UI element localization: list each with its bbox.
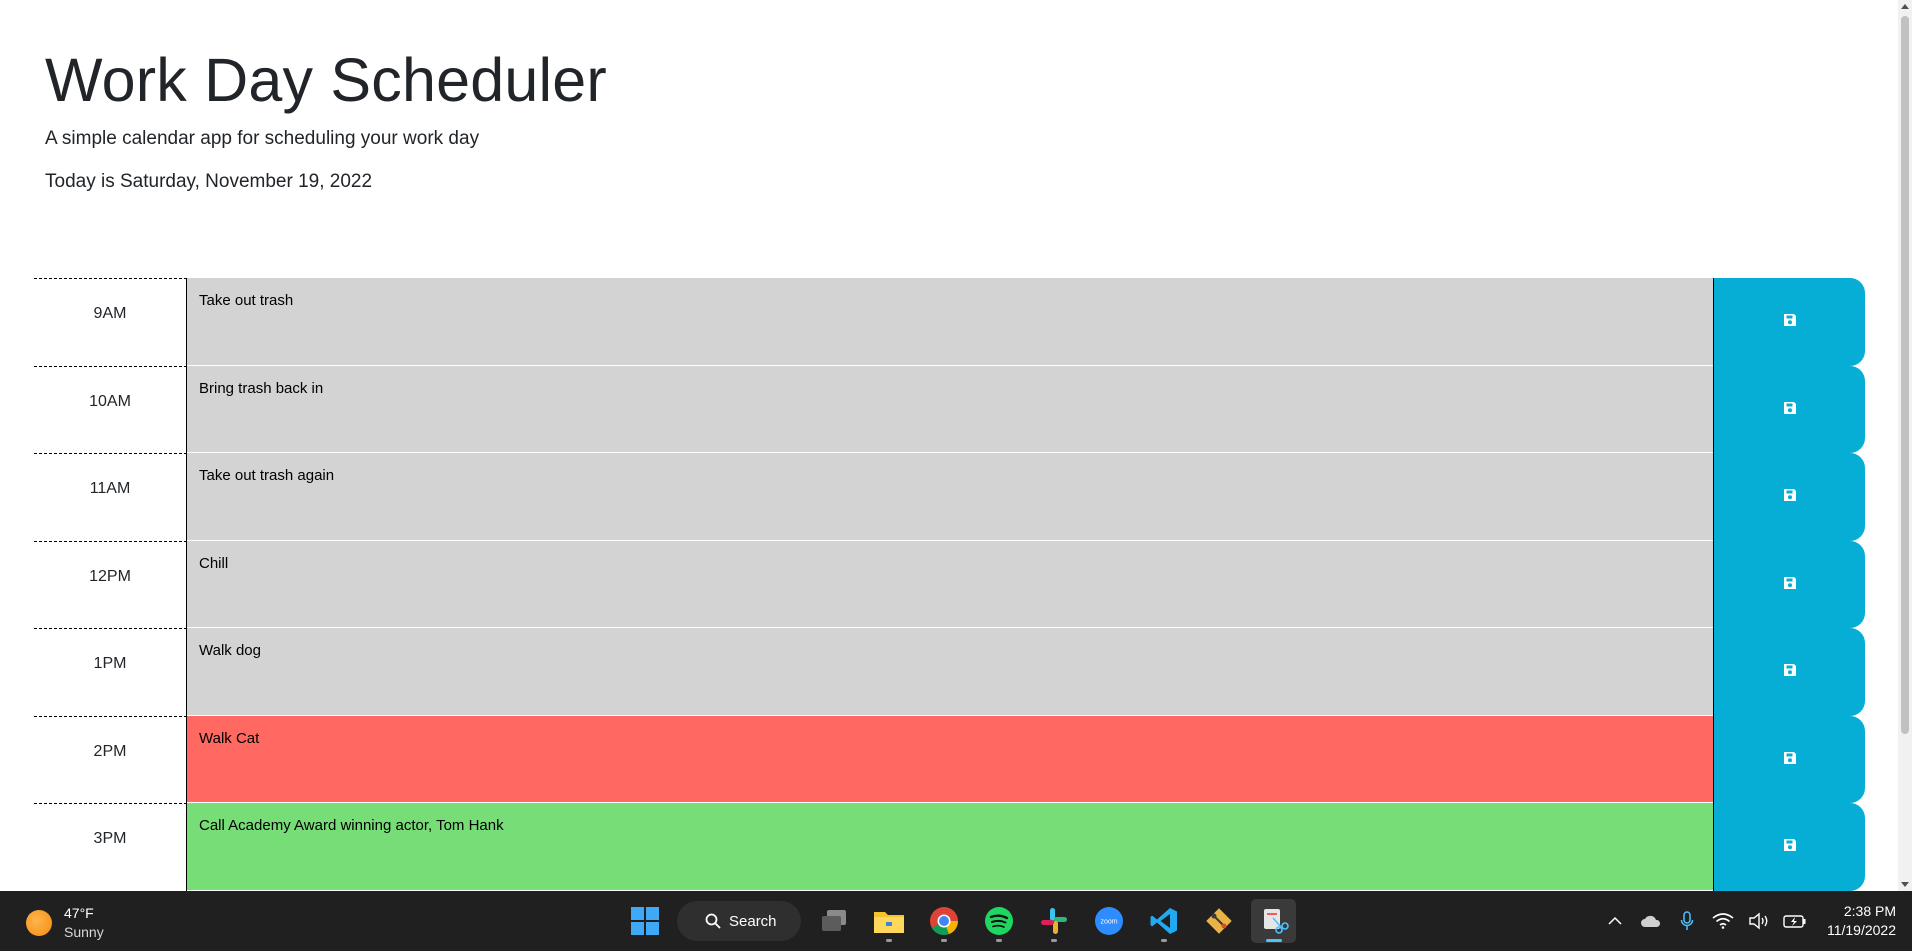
time-block-row: 1PM Walk dog bbox=[34, 628, 1865, 716]
event-description-input[interactable]: Walk dog bbox=[187, 628, 1713, 716]
event-description-input[interactable]: Walk Cat bbox=[187, 715, 1713, 803]
time-block-row: 3PM Call Academy Award winning actor, To… bbox=[34, 803, 1865, 891]
timeblocks-container: 9AM Take out trash 10AM Bring trash back… bbox=[34, 278, 1865, 891]
show-hidden-icons-chevron-icon[interactable] bbox=[1602, 908, 1628, 934]
active-indicator bbox=[1265, 939, 1282, 942]
time-block-row: 9AM Take out trash bbox=[34, 278, 1865, 366]
save-button[interactable] bbox=[1713, 278, 1865, 366]
windows-start-icon bbox=[630, 907, 659, 935]
running-indicator bbox=[940, 939, 947, 942]
taskbar-search[interactable]: Search bbox=[677, 901, 801, 941]
hour-label: 2PM bbox=[34, 715, 187, 803]
start-button[interactable] bbox=[622, 899, 667, 943]
slack-button[interactable] bbox=[1031, 899, 1076, 943]
event-description-input[interactable]: Call Academy Award winning actor, Tom Ha… bbox=[187, 803, 1713, 891]
page-title: Work Day Scheduler bbox=[45, 46, 607, 114]
zoom-button[interactable]: zoom bbox=[1086, 899, 1131, 943]
page-lead: A simple calendar app for scheduling you… bbox=[45, 128, 480, 149]
save-button[interactable] bbox=[1713, 453, 1865, 541]
event-description-input[interactable]: Bring trash back in bbox=[187, 365, 1713, 453]
scrollbar-thumb[interactable] bbox=[1901, 16, 1909, 734]
running-indicator bbox=[1050, 939, 1057, 942]
snipping-tool-button[interactable] bbox=[1251, 899, 1296, 943]
event-description-input[interactable]: Chill bbox=[187, 540, 1713, 628]
hour-label: 12PM bbox=[34, 540, 187, 628]
save-icon bbox=[1783, 751, 1797, 768]
hour-label: 1PM bbox=[34, 628, 187, 716]
save-button[interactable] bbox=[1713, 628, 1865, 716]
jumbotron-header: Work Day Scheduler A simple calendar app… bbox=[45, 44, 607, 193]
svg-text:zoom: zoom bbox=[1100, 919, 1117, 926]
save-icon bbox=[1783, 576, 1797, 593]
scroll-up-arrow-icon[interactable] bbox=[1901, 4, 1909, 9]
task-view-icon bbox=[821, 910, 846, 931]
save-button[interactable] bbox=[1713, 715, 1865, 803]
time-block-row: 10AM Bring trash back in bbox=[34, 365, 1865, 453]
weather-temperature: 47°F bbox=[64, 905, 94, 921]
save-button[interactable] bbox=[1713, 365, 1865, 453]
weather-widget[interactable]: 47°F Sunny bbox=[26, 904, 104, 942]
sun-icon bbox=[26, 910, 52, 936]
git-button[interactable] bbox=[1196, 899, 1241, 943]
clock-time: 2:38 PM bbox=[1843, 903, 1896, 919]
event-description-input[interactable]: Take out trash again bbox=[187, 453, 1713, 541]
time-block-row: 12PM Chill bbox=[34, 540, 1865, 628]
hour-label: 3PM bbox=[34, 803, 187, 891]
running-indicator bbox=[885, 939, 892, 942]
chrome-button[interactable] bbox=[921, 899, 966, 943]
save-icon bbox=[1783, 838, 1797, 855]
clock-date: 11/19/2022 bbox=[1826, 922, 1896, 938]
taskbar-clock[interactable]: 2:38 PM 11/19/2022 bbox=[1827, 902, 1896, 940]
snipping-tool-icon bbox=[1263, 909, 1289, 934]
event-description-input[interactable]: Take out trash bbox=[187, 278, 1713, 366]
weather-condition: Sunny bbox=[64, 924, 104, 940]
microphone-icon[interactable] bbox=[1674, 908, 1700, 934]
search-label: Search bbox=[729, 912, 777, 930]
hour-label: 11AM bbox=[34, 453, 187, 541]
scroll-down-arrow-icon[interactable] bbox=[1901, 882, 1909, 887]
wifi-icon[interactable] bbox=[1710, 908, 1736, 934]
save-icon bbox=[1783, 488, 1797, 505]
spotify-button[interactable] bbox=[976, 899, 1021, 943]
time-block-row: 2PM Walk Cat bbox=[34, 715, 1865, 803]
hour-label: 10AM bbox=[34, 365, 187, 453]
running-indicator bbox=[995, 939, 1002, 942]
folder-icon bbox=[873, 912, 904, 933]
zoom-icon: zoom bbox=[1094, 907, 1123, 935]
vscode-button[interactable] bbox=[1141, 899, 1186, 943]
windows-taskbar: 47°F Sunny Search bbox=[0, 891, 1912, 951]
git-icon bbox=[1205, 908, 1232, 934]
running-indicator bbox=[1160, 939, 1167, 942]
hour-label: 9AM bbox=[34, 278, 187, 366]
taskbar-apps: Search bbox=[622, 899, 1296, 943]
save-icon bbox=[1783, 313, 1797, 330]
task-view-button[interactable] bbox=[811, 899, 856, 943]
vscode-icon bbox=[1150, 908, 1177, 934]
chrome-icon bbox=[929, 907, 958, 936]
slack-icon bbox=[1040, 908, 1067, 934]
save-icon bbox=[1783, 663, 1797, 680]
file-explorer-button[interactable] bbox=[866, 899, 911, 943]
save-button[interactable] bbox=[1713, 803, 1865, 891]
save-button[interactable] bbox=[1713, 540, 1865, 628]
time-block-row: 11AM Take out trash again bbox=[34, 453, 1865, 541]
spotify-icon bbox=[984, 907, 1013, 935]
current-day: Today is Saturday, November 19, 2022 bbox=[45, 171, 373, 192]
save-icon bbox=[1783, 401, 1797, 418]
search-icon bbox=[705, 913, 721, 929]
vertical-scrollbar[interactable] bbox=[1898, 0, 1912, 891]
onedrive-cloud-icon[interactable] bbox=[1638, 908, 1664, 934]
volume-icon[interactable] bbox=[1746, 908, 1772, 934]
system-tray: 2:38 PM 11/19/2022 bbox=[1597, 891, 1912, 951]
battery-charging-icon[interactable] bbox=[1782, 908, 1808, 934]
scheduler-page: Work Day Scheduler A simple calendar app… bbox=[34, 44, 1865, 891]
